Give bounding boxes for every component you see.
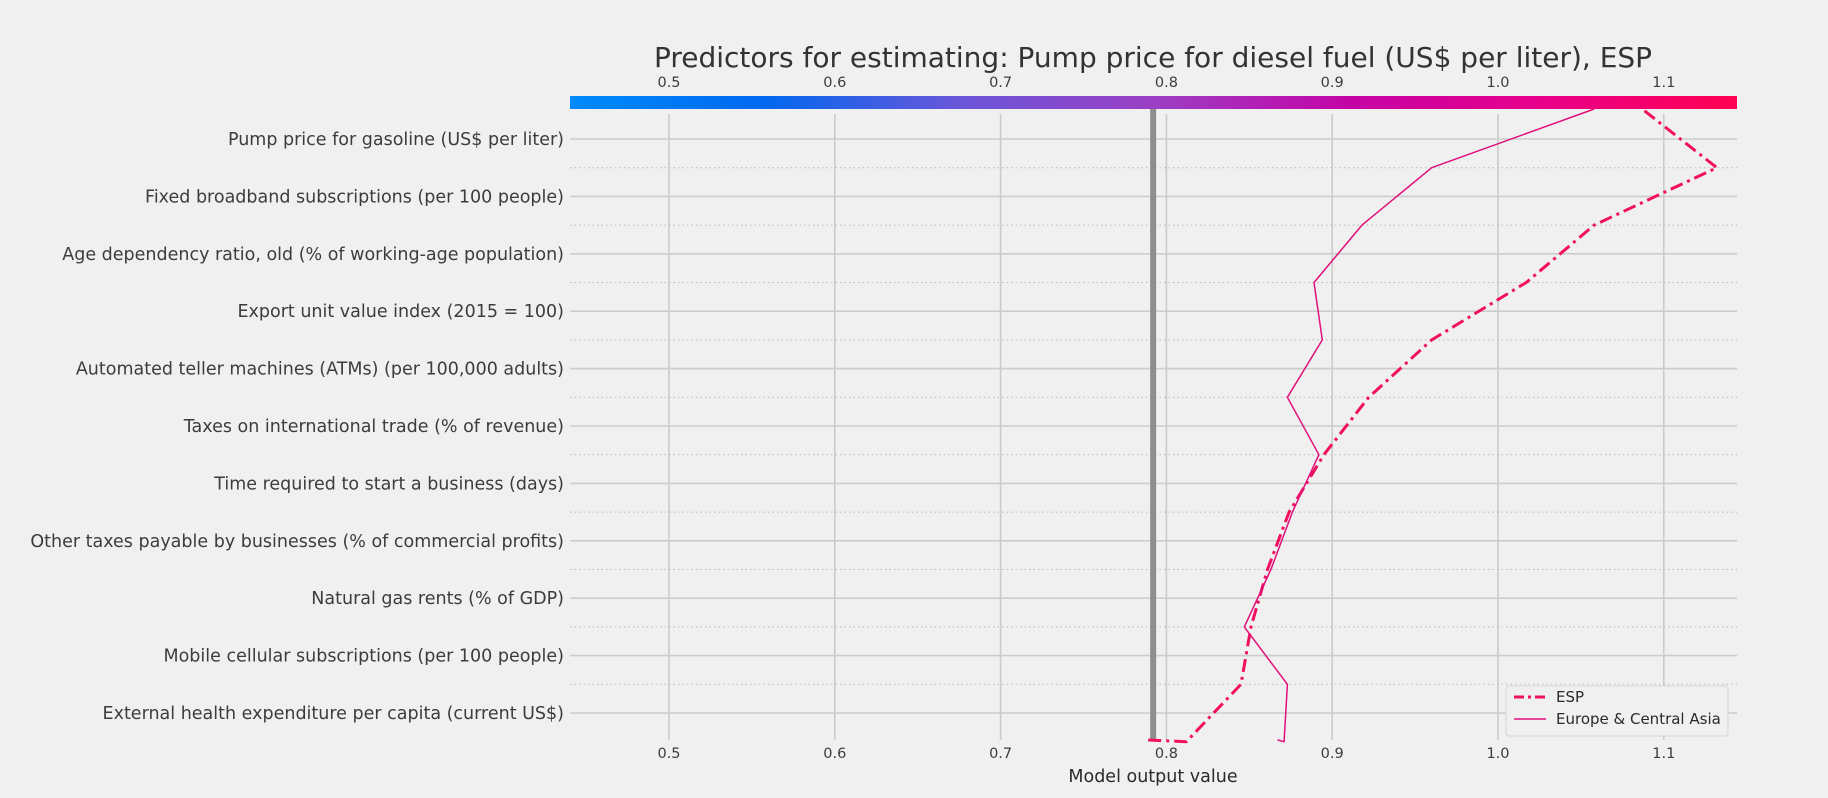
legend-label: Europe & Central Asia (1556, 710, 1721, 728)
colorbar-tick-label: 0.7 (989, 75, 1012, 91)
x-tick-label: 0.6 (823, 746, 846, 762)
colorbar-tick-label: 0.8 (1155, 75, 1178, 91)
feature-label: Time required to start a business (days) (213, 474, 564, 494)
x-tick-label: 0.5 (657, 746, 680, 762)
feature-label: Pump price for gasoline (US$ per liter) (228, 130, 564, 150)
feature-labels: Pump price for gasoline (US$ per liter) F… (30, 130, 564, 724)
legend: ESP Europe & Central Asia (1505, 685, 1729, 737)
colorbar (570, 96, 1737, 109)
colorbar-tick-labels: 0.5 0.6 0.7 0.8 0.9 1.0 1.1 (657, 75, 1675, 91)
x-tick-label: 1.1 (1652, 746, 1675, 762)
colorbar-tick-label: 1.1 (1652, 75, 1675, 91)
x-axis-tick-labels: 0.5 0.6 0.7 0.8 0.9 1.0 1.1 (657, 746, 1675, 762)
x-tick-label: 0.9 (1321, 746, 1344, 762)
colorbar-tick-label: 0.6 (823, 75, 846, 91)
legend-box (1505, 685, 1729, 737)
feature-label: Other taxes payable by businesses (% of … (30, 532, 564, 552)
chart-title: Predictors for estimating: Pump price fo… (654, 41, 1652, 74)
colorbar-tick-label: 0.5 (657, 75, 680, 91)
feature-label: External health expenditure per capita (… (103, 704, 564, 724)
feature-label: Fixed broadband subscriptions (per 100 p… (145, 187, 564, 207)
feature-label: Natural gas rents (% of GDP) (311, 589, 564, 609)
x-tick-label: 1.0 (1486, 746, 1509, 762)
colorbar-tick-label: 1.0 (1486, 75, 1509, 91)
colorbar-tick-label: 0.9 (1321, 75, 1344, 91)
series-lines (1148, 107, 1719, 744)
x-tick-label: 0.7 (989, 746, 1012, 762)
x-tick-label: 0.8 (1155, 746, 1178, 762)
colorbar-gradient (570, 96, 1737, 109)
x-axis-title: Model output value (1068, 767, 1237, 787)
feature-label: Age dependency ratio, old (% of working-… (62, 245, 564, 265)
legend-label: ESP (1556, 688, 1584, 706)
feature-label: Export unit value index (2015 = 100) (237, 302, 564, 322)
feature-label: Mobile cellular subscriptions (per 100 p… (163, 647, 564, 667)
feature-label: Automated teller machines (ATMs) (per 10… (76, 360, 564, 380)
feature-label: Taxes on international trade (% of reven… (183, 417, 564, 437)
series-line-0 (1148, 107, 1719, 744)
series-line-1 (1243, 108, 1595, 743)
